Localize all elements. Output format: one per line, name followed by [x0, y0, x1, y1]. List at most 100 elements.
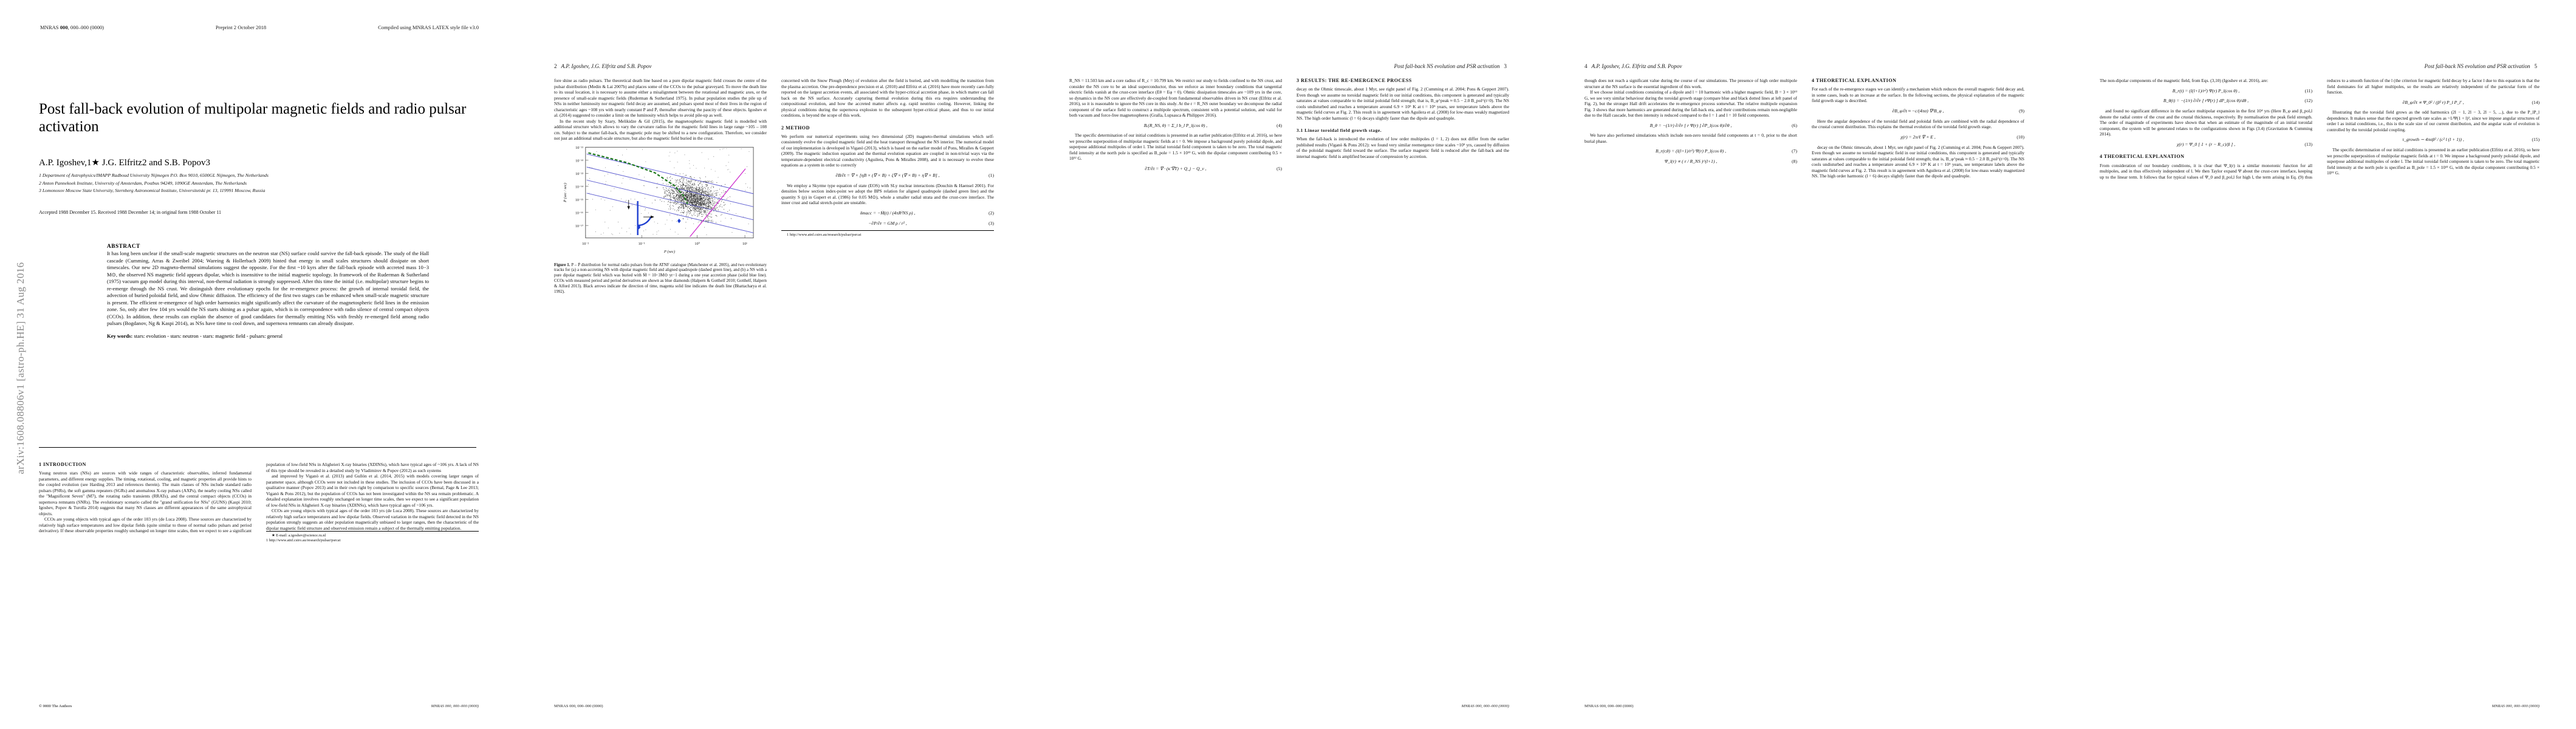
affiliation-2: 2 Anton Pannekoek Institute, University … — [39, 180, 247, 186]
equation: B_θ = −(1/r) ∂/∂r [ r Ψ(r) ] ∂P_l(cos θ)… — [1584, 123, 1797, 129]
equation: χ(r) = Ψ_0 [ 1 + (r − R_c)/β ] , (13) — [2100, 142, 2312, 148]
page2-body: fore shine as radio pulsars. The theoret… — [554, 78, 994, 685]
time-arrows — [627, 199, 654, 218]
preprint-date: Preprint 2 October 2018 — [215, 24, 267, 30]
page-footer: MNRAS 000, 000–000 (0000) — [39, 704, 479, 708]
running-head-right: Post fall-back NS evolution and PSR acti… — [1394, 63, 1507, 69]
equation-body: −∂P/∂r = GM ρ / r² , — [868, 220, 907, 226]
paragraph: decay on the Ohmic timescale, about 1 My… — [1812, 144, 2024, 179]
bfield-labels: 1 × 10¹³ G 3 × 10¹² G 1 × 10¹² G 3 × 10¹… — [700, 180, 713, 223]
svg-text:10⁻¹⁴: 10⁻¹⁴ — [575, 185, 583, 189]
paragraph: and found no significant difference in t… — [2100, 108, 2312, 137]
equation-number: (4) — [1276, 122, 1282, 128]
equation-body: ∂B_φ/∂t ≈ −c/(4πσ) ∇²B_φ , — [1892, 108, 1944, 114]
paragraph: R_NS = 11.503 km and a core radius of R_… — [1069, 78, 1282, 118]
svg-text:10⁻²: 10⁻² — [582, 241, 589, 245]
pulsar-points — [587, 148, 753, 236]
affiliation-1: 1 Department of Astrophysics/IMAPP Radbo… — [39, 173, 269, 178]
equation-number: (14) — [2532, 99, 2540, 105]
paragraph: In the recent study by Szary, Melikidze … — [554, 118, 767, 142]
equation-number: (10) — [2016, 134, 2024, 140]
running-title: Post fall-back NS evolution and PSR acti… — [1394, 63, 1500, 69]
bfield-lines — [586, 153, 754, 233]
equation: B_r(r,θ) = (l(l+1)/r²) Ψ(r) P_l(cos θ) ,… — [1584, 148, 1797, 154]
cco-markers — [637, 218, 681, 230]
running-title: Post fall-back NS evolution and PSR acti… — [2424, 63, 2530, 69]
mnras-pages: , 000–000 (0000) — [67, 24, 104, 30]
paragraph: When the fall-back is introduced the evo… — [1297, 136, 1509, 159]
svg-text:1 × 10¹³ G: 1 × 10¹³ G — [700, 180, 713, 184]
accepted-line: Accepted 1988 December 15. Received 1988… — [39, 210, 222, 215]
arxiv-stamp: arXiv:1608.08806v1 [astro-ph.HE] 31 Aug … — [15, 262, 26, 474]
equation: χ(r) = 2π/ℓ ∇ × E , (10) — [1812, 134, 2024, 140]
svg-text:10¹: 10¹ — [742, 241, 747, 245]
figure-1-caption-text: P – Ṗ distribution for normal radio puls… — [554, 262, 767, 295]
footer-mnras: MNRAS 000, 000–000 (0000) — [431, 704, 479, 708]
page-2: 2 A.P. Igoshev, J.G. Elfritz and S.B. Po… — [515, 0, 1030, 729]
svg-text:3 × 10¹¹ G: 3 × 10¹¹ G — [700, 219, 713, 223]
paragraph: fore shine as radio pulsars. The theoret… — [554, 78, 767, 118]
paragraph: Illustrating that the toroidal field gro… — [2327, 109, 2540, 132]
figure-1-caption: Figure 1. P – Ṗ distribution for normal … — [554, 263, 767, 296]
equation: ∂B_φ/∂t ∝ Ψ_0² / (β² r) P_l P_l′ , (14) — [2327, 100, 2540, 106]
paragraph: CCOs are young objects with typical ages… — [39, 462, 479, 534]
equation-number: (9) — [2019, 108, 2024, 114]
abstract-block: ABSTRACT It has long been unclear if the… — [107, 243, 429, 339]
death-line — [690, 168, 746, 237]
equation-number: (12) — [2304, 98, 2312, 104]
mnras-volume: 000 — [60, 24, 68, 30]
section-heading-introduction: 1 INTRODUCTION — [39, 462, 86, 467]
section-heading-theory: 4 THEORETICAL EXPLANATION — [1812, 78, 1897, 83]
paragraph: The specific determination of our initia… — [1069, 132, 1282, 162]
mnras-ref: MNRAS 000, 000–000 (0000) — [40, 24, 104, 30]
page-1: MNRAS 000, 000–000 (0000) Preprint 2 Oct… — [0, 0, 515, 729]
keywords-label: Key words: — [107, 333, 133, 340]
figure-1-plot: 10⁻¹¹ 10⁻¹² 10⁻¹³ 10⁻¹⁴ 10⁻¹⁵ 10⁻¹⁶ 10⁻¹… — [554, 142, 767, 261]
copyright-line: © 0000 The Authors — [39, 704, 72, 708]
track-dipole-quadrupole — [588, 152, 688, 204]
section-heading-results: 3 RESULTS: THE RE-EMERGENCE PROCESS — [1297, 78, 1412, 83]
section-heading-results-sub1: 3.1 Linear toroidal field growth stage. — [1297, 128, 1382, 134]
footer-mnras: MNRAS 000, 000–000 (0000) — [554, 704, 603, 708]
equation-body: ∂T/∂t = ∇ · (κ̂ ∇T) + Q_j − Q_ν , — [1145, 165, 1207, 171]
footer-mnras: MNRAS 000, 000–000 (0000) — [2492, 704, 2540, 708]
affiliations: 1 Department of Astrophysics/IMAPP Radbo… — [39, 172, 488, 195]
equation-number: (3) — [988, 220, 994, 226]
svg-text:10⁰: 10⁰ — [694, 241, 700, 245]
running-authors: A.P. Igoshev, J.G. Elfritz and S.B. Popo… — [561, 63, 652, 69]
equation: ∂T/∂t = ∇ · (κ̂ ∇T) + Q_j − Q_ν , (5) — [1069, 166, 1282, 172]
abstract-heading: ABSTRACT — [107, 243, 140, 249]
page-title: Post fall-back evolution of multipolar m… — [39, 101, 467, 135]
equation: ∂B_φ/∂t ≈ −c/(4πσ) ∇²B_φ , (9) — [1812, 108, 2024, 114]
equation: B_θ(t) = −(1/r) ∂/∂r [ rΨ(r) ] dP_l(cos … — [2100, 98, 2312, 104]
paragraph: From consideration of our boundary condi… — [2100, 78, 2540, 180]
page-footer: MNRAS 000, 000–000 (0000) — [1584, 704, 2024, 708]
footer-mnras: MNRAS 000, 000–000 (0000) — [1461, 704, 1509, 708]
track-buried-curve — [637, 216, 652, 226]
paragraph: and improved by Viganò et al. (2013) and… — [266, 473, 479, 508]
page-number: 2 — [554, 63, 557, 69]
footnote: ★ E-mail: a.igoshev@science.ru.nl — [266, 531, 479, 538]
paragraph: We have also performed simulations which… — [1584, 132, 1797, 144]
footnote-url: 1 http://www.atnf.csiro.au/research/puls… — [781, 230, 994, 238]
page-5: Post fall-back NS evolution and PSR acti… — [2061, 0, 2576, 729]
svg-text:Ṗ (sec / sec): Ṗ (sec / sec) — [563, 183, 567, 203]
running-authors: A.P. Igoshev, J.G. Elfritz and S.B. Popo… — [1591, 63, 1682, 69]
equation-number: (1) — [988, 172, 994, 178]
paragraph: concerned with the Snow Plough (Mey) of … — [781, 78, 994, 118]
footer-mnras: MNRAS 000, 000–000 (0000) — [1584, 704, 1634, 708]
equation-body: Bᵣ(R_NS, θ) = Σ_l b_l P_l(cos θ) , — [1143, 122, 1208, 128]
equation-body: B_θ = −(1/r) ∂/∂r [ r Ψ(r) ] ∂P_l(cos θ)… — [1649, 122, 1732, 128]
equation-body: B_r(t) = (l(l+1)/r²) Ψ(r) P_l(cos θ) , — [2172, 87, 2240, 94]
paragraph: The specific determination of our initia… — [2327, 147, 2540, 176]
keywords-line: Key words: stars: evolution - stars: neu… — [107, 333, 429, 339]
author-list: A.P. Igoshev,1★ J.G. Elfritz2 and S.B. P… — [39, 158, 211, 168]
p-pdot-scatter: 10⁻¹¹ 10⁻¹² 10⁻¹³ 10⁻¹⁴ 10⁻¹⁵ 10⁻¹⁶ 10⁻¹… — [563, 146, 754, 253]
equation-body: ∂B_φ/∂t ∝ Ψ_0² / (β² r) P_l P_l′ , — [2402, 99, 2464, 105]
affiliation-3: 3 Lomonosov Moscow State University, Ste… — [39, 188, 265, 194]
svg-text:3 × 10¹² G: 3 × 10¹² G — [700, 193, 713, 197]
equation: ∂B/∂t = ∇ × [ηB × (∇ × B) + ζ∇ × (∇ × B)… — [781, 173, 994, 179]
equation-body: B_θ(t) = −(1/r) ∂/∂r [ rΨ(r) ] dP_l(cos … — [2163, 98, 2249, 104]
svg-text:P (sec): P (sec) — [663, 249, 675, 253]
